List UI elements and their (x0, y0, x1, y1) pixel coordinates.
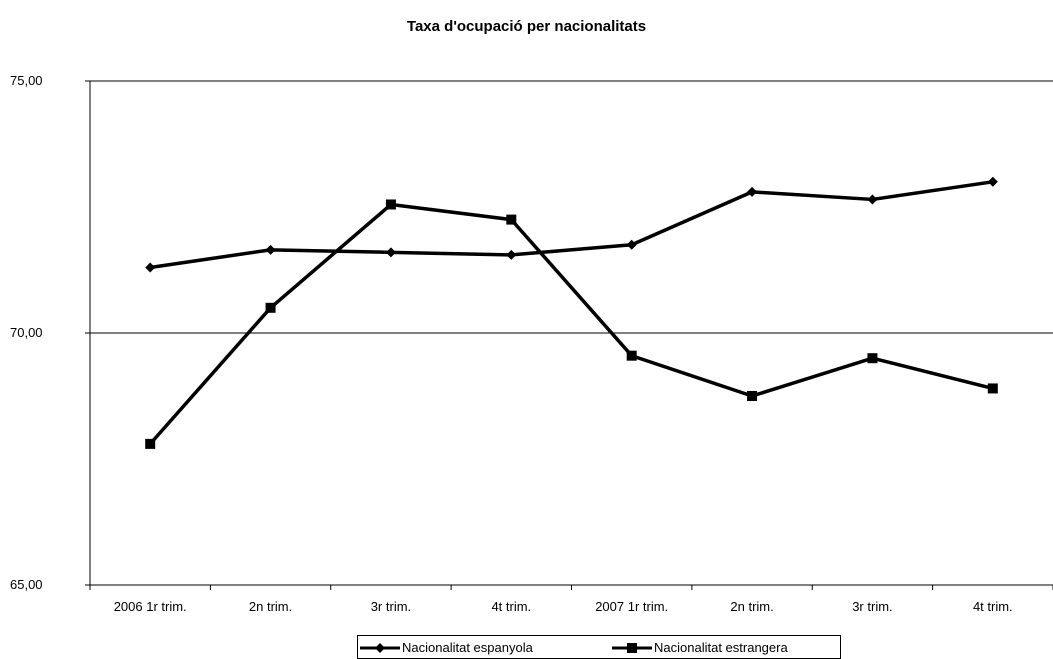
legend-item-series-2: Nacionalitat estrangera (612, 640, 788, 655)
data-point-square (626, 350, 637, 361)
square-marker-icon (612, 642, 652, 653)
data-point-square (747, 391, 758, 401)
x-tick-label: 4t trim. (491, 599, 531, 614)
data-point-diamond (747, 186, 758, 197)
y-tick-labels: 65,00 70,00 75,00 (10, 73, 43, 592)
chart-gridlines (90, 80, 1053, 334)
y-tick-label: 75,00 (10, 73, 43, 88)
data-point-diamond (626, 239, 637, 250)
data-point-square (987, 383, 998, 394)
data-point-square (265, 302, 276, 313)
chart-title: Taxa d'ocupació per nacionalitats (406, 18, 647, 35)
data-point-diamond (867, 194, 878, 205)
series-line-2 (148, 202, 994, 446)
data-point-square (385, 199, 396, 210)
data-point-diamond (265, 244, 276, 255)
x-tick-label: 2007 1r trim. (595, 599, 668, 614)
data-point-square (506, 214, 517, 225)
x-tick-label: 4t trim. (973, 599, 1013, 614)
data-point-diamond (385, 247, 396, 258)
legend-label-series-1: Nacionalitat espanyola (402, 640, 533, 655)
x-tick-label: 2n trim. (249, 599, 292, 614)
legend-item-series-1: Nacionalitat espanyola (360, 640, 533, 655)
data-point-square (867, 353, 878, 364)
series-layer (145, 176, 998, 449)
x-tick-label: 3r trim. (852, 599, 892, 614)
x-tick-label: 3r trim. (371, 599, 411, 614)
legend-label-series-2: Nacionalitat estrangera (654, 640, 788, 655)
legend: Nacionalitat espanyola Nacionalitat estr… (357, 635, 841, 659)
y-tick-label: 65,00 (10, 577, 43, 592)
chart-axes (85, 80, 1053, 590)
x-tick-label: 2n trim. (730, 599, 773, 614)
data-point-square (145, 438, 156, 449)
series-line-1 (149, 180, 994, 270)
data-point-diamond (506, 249, 517, 260)
y-tick-label: 70,00 (10, 325, 43, 340)
data-point-diamond (987, 176, 998, 187)
data-point-diamond (145, 262, 156, 273)
x-tick-labels: 2006 1r trim. 2n trim. 3r trim. 4t trim. 200… (114, 599, 1013, 614)
x-tick-label: 2006 1r trim. (114, 599, 187, 614)
diamond-marker-icon (360, 642, 400, 653)
